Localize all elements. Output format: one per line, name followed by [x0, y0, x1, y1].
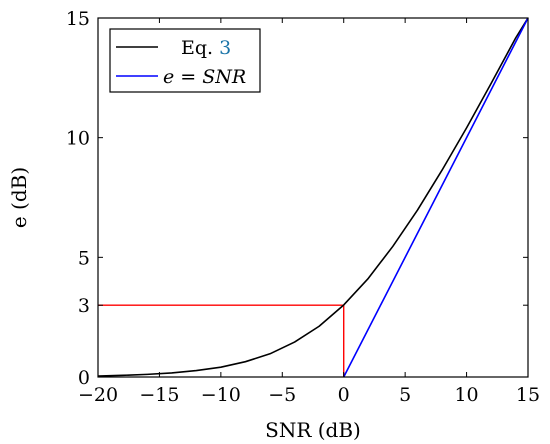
legend-box: [109, 28, 261, 93]
legend-entry-eq3-prefix: Eq.: [181, 37, 219, 59]
x-tick-label: 15: [516, 384, 540, 406]
x-tick-label: −5: [268, 384, 296, 406]
y-tick-label: 0: [78, 367, 90, 389]
y-tick-label: 5: [78, 247, 90, 269]
legend-entry-e-snr: e = SNR: [163, 66, 246, 88]
y-tick-label: 3: [78, 295, 90, 317]
y-tick-label: 10: [66, 128, 90, 150]
x-tick-label: −15: [139, 384, 179, 406]
x-tick-label: 0: [338, 384, 350, 406]
legend-entry-eq3-ref[interactable]: 3: [219, 37, 231, 59]
x-axis-label: SNR (dB): [265, 418, 361, 442]
y-axis-label: e (dB): [7, 167, 31, 228]
annotation-guide-0: [98, 304, 345, 377]
legend: Eq. 3 e = SNR: [109, 28, 261, 93]
x-tick-label: −10: [201, 384, 241, 406]
series-line-1: [343, 17, 529, 378]
x-tick-label: 10: [454, 384, 478, 406]
legend-entry-eq3: Eq. 3: [181, 37, 231, 59]
ticks: −20 −15 −10 −5 0 5 10 15 0 3 5 10 15: [66, 8, 540, 406]
x-tick-label: 5: [399, 384, 411, 406]
x-tick-label: −20: [78, 384, 118, 406]
plot-frame: [97, 17, 529, 378]
plot-area: [97, 17, 529, 378]
y-tick-label: 15: [66, 8, 90, 30]
series-line-0: [97, 17, 529, 377]
